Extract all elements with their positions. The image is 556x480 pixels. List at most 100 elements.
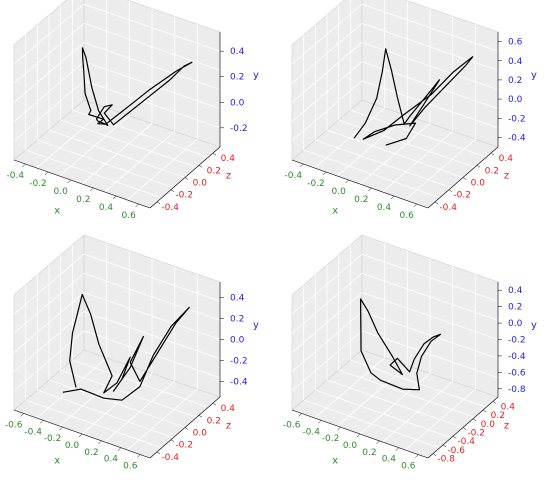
trajectory-line — [360, 298, 442, 391]
wall-grid-line — [13, 253, 85, 315]
z-tick-label: 0.4 — [221, 154, 236, 164]
y-axis-label: y — [531, 70, 537, 81]
z-axis-label: z — [226, 420, 231, 431]
x-tick-label: 0.0 — [343, 441, 358, 451]
z-tick-mark — [170, 439, 175, 442]
y-tick-label: -0.2 — [230, 356, 248, 366]
x-tick-label: 0.2 — [84, 448, 98, 458]
x-tick-label: 0.0 — [65, 441, 80, 451]
x-tick-label: -0.2 — [44, 434, 62, 444]
z-tick-mark — [476, 165, 481, 168]
z-tick-mark — [452, 436, 457, 439]
z-axis-label: z — [226, 170, 231, 181]
x-tick-mark — [90, 187, 94, 192]
x-tick-mark — [300, 163, 304, 168]
z-tick-mark — [198, 165, 203, 168]
x-tick-mark — [20, 413, 24, 417]
x-tick-label: 0.2 — [76, 195, 90, 205]
z-tick-label: -0.4 — [161, 203, 179, 213]
z-axis-label: z — [504, 170, 509, 181]
x-tick-label: 0.4 — [377, 203, 392, 213]
x-axis-label: x — [54, 456, 60, 467]
z-tick-label: -0.6 — [447, 446, 465, 456]
z-tick-label: 0.2 — [207, 416, 221, 426]
z-tick-label: -0.2 — [453, 191, 471, 201]
z-tick-mark — [492, 401, 497, 404]
y-axis-label: y — [253, 70, 259, 81]
y-tick-label: 0.0 — [230, 98, 245, 108]
y-tick-label: -0.4 — [230, 377, 248, 387]
x-tick-mark — [368, 187, 372, 192]
y-tick-label: -0.2 — [508, 114, 526, 124]
floor-grid-line — [72, 359, 209, 408]
z-tick-label: 0.0 — [481, 420, 496, 430]
x-tick-label: -0.4 — [24, 427, 42, 437]
z-tick-label: 0.2 — [491, 411, 505, 421]
z-tick-label: -0.4 — [439, 203, 457, 213]
z-tick-mark — [156, 201, 161, 205]
x-tick-mark — [390, 195, 395, 200]
y-tick-label: 0.2 — [508, 303, 522, 313]
x-tick-label: -0.4 — [302, 427, 320, 437]
x-tick-label: 0.2 — [354, 195, 368, 205]
x-tick-mark — [59, 426, 63, 431]
z-tick-label: -0.8 — [437, 455, 455, 465]
z-tick-label: -0.2 — [175, 191, 193, 201]
wall-grid-line — [83, 3, 221, 52]
x-tick-label: -0.4 — [285, 171, 303, 181]
x-tick-mark — [39, 420, 44, 424]
x-tick-label: -0.2 — [322, 434, 340, 444]
wall-grid-line — [291, 253, 363, 315]
y-tick-label: 0.2 — [230, 73, 244, 83]
x-tick-mark — [322, 171, 327, 176]
wall-grid-line — [291, 3, 363, 65]
z-tick-label: 0.0 — [193, 429, 208, 439]
x-tick-label: -0.6 — [5, 420, 23, 430]
trajectory-line — [81, 47, 193, 127]
chart-panel-1: -0.4-0.20.00.20.40.6x -0.4-0.20.00.20.4z-… — [7, 0, 259, 221]
z-tick-mark — [482, 409, 487, 413]
z-tick-mark — [490, 152, 495, 156]
x-tick-mark — [298, 413, 302, 417]
z-tick-label: -0.4 — [161, 453, 179, 463]
z-tick-mark — [156, 451, 161, 455]
y-tick-label: 0.0 — [508, 95, 523, 105]
z-tick-label: 0.2 — [207, 166, 221, 176]
x-tick-mark — [117, 447, 122, 451]
z-tick-label: 0.0 — [471, 179, 486, 189]
x-tick-label: 0.6 — [123, 462, 138, 472]
x-tick-mark — [44, 171, 49, 176]
z-tick-label: 0.4 — [501, 402, 516, 412]
x-tick-label: 0.0 — [332, 187, 347, 197]
y-axis-label: y — [253, 320, 259, 331]
y-tick-label: 0.0 — [508, 319, 523, 329]
z-tick-mark — [212, 152, 217, 156]
x-tick-label: 0.4 — [99, 203, 114, 213]
x-tick-label: -0.4 — [7, 171, 25, 181]
y-tick-label: 0.2 — [508, 76, 522, 86]
z-tick-label: 0.4 — [499, 154, 514, 164]
chart-panel-3: -0.6-0.4-0.20.00.20.40.6x -0.4-0.20.00.20… — [5, 234, 259, 472]
x-tick-label: 0.6 — [400, 211, 415, 221]
y-tick-label: -0.2 — [508, 336, 526, 346]
x-tick-mark — [317, 420, 322, 424]
z-tick-label: 0.2 — [485, 166, 499, 176]
y-tick-label: 0.4 — [230, 294, 245, 304]
z-tick-mark — [472, 418, 477, 421]
z-tick-mark — [184, 427, 189, 430]
z-tick-label: -0.2 — [175, 441, 193, 451]
z-tick-label: -0.2 — [467, 429, 485, 439]
z-tick-mark — [184, 177, 189, 180]
x-tick-mark — [112, 195, 117, 200]
x-tick-mark — [67, 179, 71, 184]
x-tick-mark — [345, 179, 349, 184]
x-tick-mark — [98, 440, 102, 445]
y-tick-label: 0.0 — [230, 336, 245, 346]
x-tick-mark — [415, 454, 419, 458]
x-axis-label: x — [332, 456, 338, 467]
y-tick-label: -0.2 — [230, 124, 248, 134]
z-tick-mark — [170, 189, 175, 192]
x-tick-label: 0.4 — [104, 455, 119, 465]
x-tick-label: 0.2 — [362, 448, 376, 458]
x-tick-label: -0.6 — [283, 420, 301, 430]
